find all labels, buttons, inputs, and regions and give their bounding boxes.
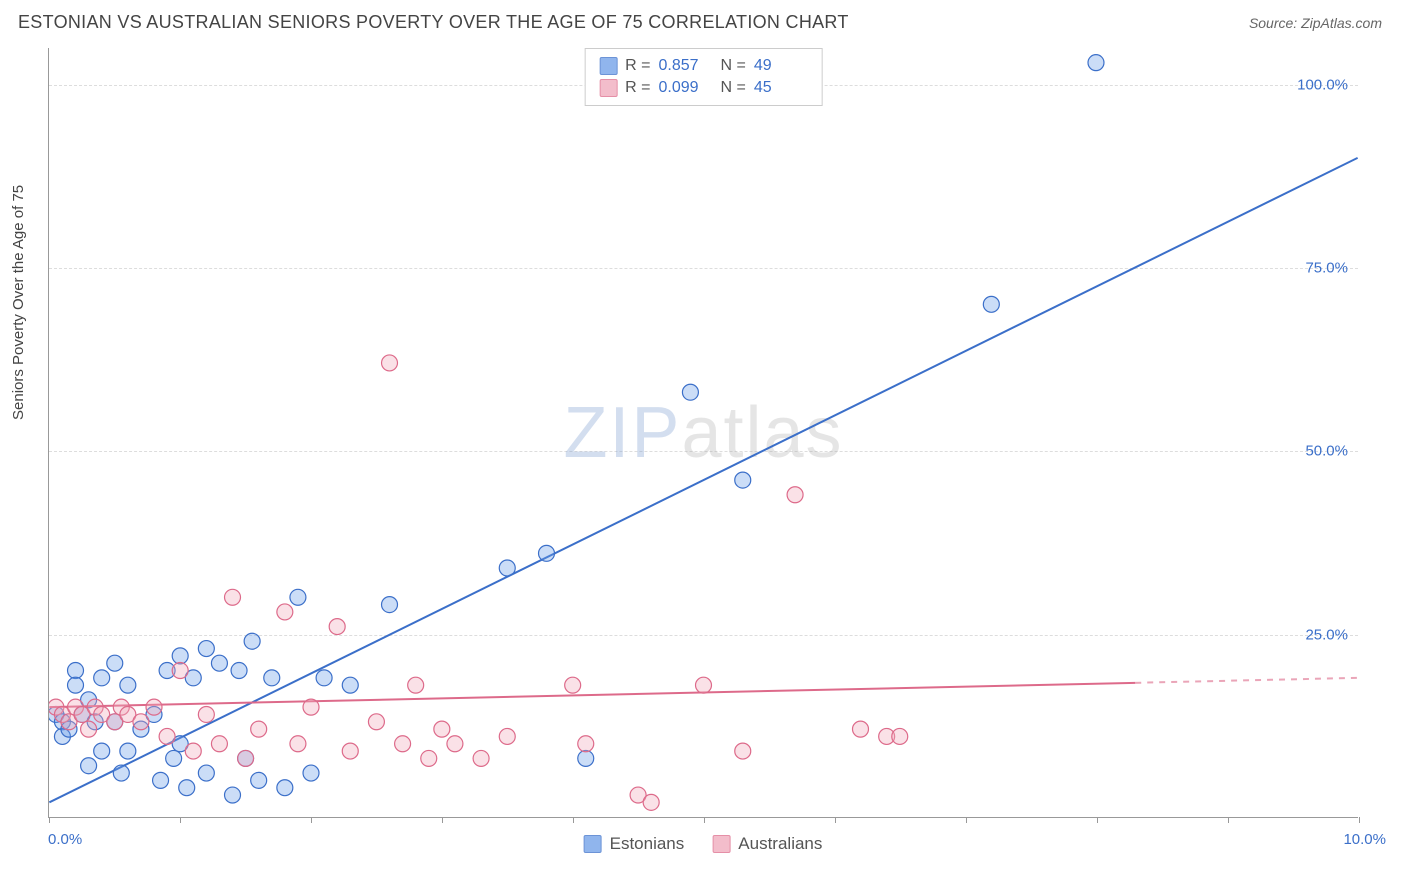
correlation-legend: R = 0.857 N = 49 R = 0.099 N = 45: [584, 48, 823, 106]
legend-item-australians: Australians: [712, 834, 822, 854]
swatch-estonians: [599, 57, 617, 75]
x-tick-label-max: 10.0%: [1343, 831, 1386, 848]
series-legend: Estonians Australians: [584, 834, 823, 854]
x-tick: [442, 817, 443, 823]
x-tick: [835, 817, 836, 823]
x-tick: [966, 817, 967, 823]
chart-header: ESTONIAN VS AUSTRALIAN SENIORS POVERTY O…: [0, 0, 1406, 41]
x-tick: [1228, 817, 1229, 823]
source-attribution: Source: ZipAtlas.com: [1249, 15, 1382, 31]
y-axis-label: Seniors Poverty Over the Age of 75: [10, 185, 27, 420]
correlation-row-australians: R = 0.099 N = 45: [599, 77, 808, 99]
x-tick: [49, 817, 50, 823]
x-tick: [180, 817, 181, 823]
chart-title: ESTONIAN VS AUSTRALIAN SENIORS POVERTY O…: [18, 12, 849, 33]
chart-plot-area: R = 0.857 N = 49 R = 0.099 N = 45 ZIPatl…: [48, 48, 1358, 818]
swatch-australians: [599, 79, 617, 97]
scatter-plot-svg: [49, 48, 1358, 817]
x-tick: [704, 817, 705, 823]
x-tick-label-min: 0.0%: [48, 831, 82, 848]
legend-item-estonians: Estonians: [584, 834, 685, 854]
swatch-estonians-icon: [584, 835, 602, 853]
x-tick: [1359, 817, 1360, 823]
x-tick: [1097, 817, 1098, 823]
x-tick: [573, 817, 574, 823]
x-tick: [311, 817, 312, 823]
correlation-row-estonians: R = 0.857 N = 49: [599, 55, 808, 77]
swatch-australians-icon: [712, 835, 730, 853]
